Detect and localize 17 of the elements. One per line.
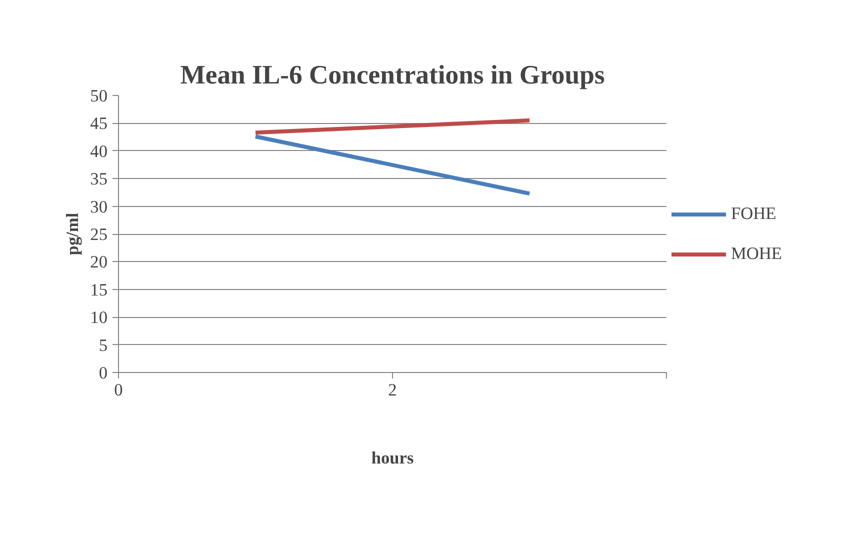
legend-label: FOHE [731, 204, 776, 224]
y-tick-label: 5 [98, 336, 108, 355]
y-tick-label: 20 [90, 252, 108, 272]
y-tick-label: 50 [90, 86, 108, 106]
y-tick-label: 10 [90, 308, 108, 328]
y-axis-title: pg/ml [63, 212, 82, 256]
y-tick-label: 35 [90, 170, 108, 189]
y-tick-label: 15 [90, 280, 108, 300]
legend-label: MOHE [731, 244, 782, 264]
y-tick-label: 45 [90, 114, 108, 134]
y-tick-label: 25 [90, 225, 108, 244]
y-tick-label: 30 [90, 197, 108, 216]
y-tick-label: 40 [90, 142, 108, 161]
x-axis-title: hours [371, 448, 414, 468]
chart-title: Mean IL-6 Concentrations in Groups [180, 60, 605, 90]
y-tick-label: 0 [98, 364, 108, 382]
x-tick-label: 2 [388, 380, 397, 400]
